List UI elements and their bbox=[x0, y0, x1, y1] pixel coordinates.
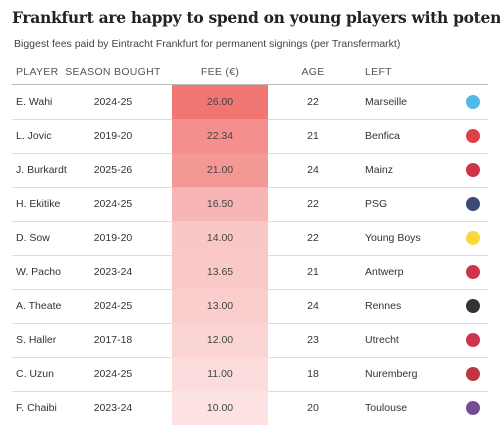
table-cell: Antwerp bbox=[365, 266, 404, 278]
table-cell: 13.00 bbox=[206, 300, 234, 312]
table-cell: 14.00 bbox=[206, 232, 234, 244]
table-cell: 2024-25 bbox=[93, 198, 133, 210]
table-cell: 23 bbox=[307, 334, 319, 346]
club-logo bbox=[466, 333, 480, 347]
table-cell: 2017-18 bbox=[93, 334, 133, 346]
table-cell: 20 bbox=[307, 402, 319, 414]
subtitle: Biggest fees paid by Eintracht Frankfurt… bbox=[14, 38, 401, 50]
column-header: PLAYER bbox=[16, 66, 59, 78]
column-header: LEFT bbox=[365, 66, 392, 78]
fee-cell bbox=[172, 357, 268, 391]
table-cell: J. Burkardt bbox=[16, 164, 67, 176]
table-cell: Mainz bbox=[365, 164, 394, 176]
table-cell: Toulouse bbox=[365, 402, 408, 414]
column-header: FEE (€) bbox=[200, 66, 240, 78]
club-logo bbox=[466, 95, 480, 109]
table-cell: D. Sow bbox=[16, 232, 50, 244]
table-cell: 2023-24 bbox=[93, 266, 133, 278]
fee-cell bbox=[172, 187, 268, 221]
table-cell: Nuremberg bbox=[365, 368, 418, 380]
table-cell: 21 bbox=[307, 266, 319, 278]
club-logo bbox=[466, 401, 480, 415]
club-logo bbox=[466, 163, 480, 177]
table-cell: 22.34 bbox=[206, 130, 234, 142]
table-cell: 10.00 bbox=[206, 402, 234, 414]
title: Frankfurt are happy to spend on young pl… bbox=[12, 8, 500, 27]
header-rule bbox=[12, 84, 488, 85]
club-logo bbox=[466, 367, 480, 381]
table-cell: 21 bbox=[307, 130, 319, 142]
club-logo bbox=[466, 197, 480, 211]
table-cell: PSG bbox=[365, 198, 388, 210]
table-cell: Rennes bbox=[365, 300, 402, 312]
table-cell: 16.50 bbox=[206, 198, 234, 210]
table-cell: 26.00 bbox=[206, 96, 234, 108]
fee-cell bbox=[172, 289, 268, 323]
column-header: SEASON BOUGHT bbox=[65, 66, 161, 78]
fee-cell bbox=[172, 391, 268, 425]
table-cell: F. Chaibi bbox=[16, 402, 57, 414]
table-cell: 22 bbox=[307, 96, 319, 108]
table-cell: Utrecht bbox=[365, 334, 399, 346]
table-cell: H. Ekitike bbox=[16, 198, 61, 210]
table-cell: 18 bbox=[307, 368, 319, 380]
fee-cell bbox=[172, 323, 268, 357]
table-cell: W. Pacho bbox=[16, 266, 61, 278]
table-cell: 22 bbox=[307, 232, 319, 244]
table-cell: Young Boys bbox=[365, 232, 421, 244]
fee-cell bbox=[172, 221, 268, 255]
fee-cell bbox=[172, 153, 268, 187]
table-cell: 13.65 bbox=[206, 266, 234, 278]
table-cell: 24 bbox=[307, 164, 319, 176]
table-cell: E. Wahi bbox=[16, 96, 53, 108]
table-cell: 2024-25 bbox=[93, 300, 133, 312]
table-cell: 24 bbox=[307, 300, 319, 312]
table-cell: 12.00 bbox=[206, 334, 234, 346]
table-cell: 22 bbox=[307, 198, 319, 210]
table-cell: 2025-26 bbox=[93, 164, 133, 176]
club-logo bbox=[466, 129, 480, 143]
table-cell: A. Theate bbox=[16, 300, 62, 312]
table-cell: C. Uzun bbox=[16, 368, 54, 380]
club-logo bbox=[466, 231, 480, 245]
table-cell: Benfica bbox=[365, 130, 401, 142]
fee-cell bbox=[172, 255, 268, 289]
club-logo bbox=[466, 299, 480, 313]
table-cell: S. Haller bbox=[16, 334, 57, 346]
table-cell: 2024-25 bbox=[93, 96, 133, 108]
table-cell: 2023-24 bbox=[93, 402, 133, 414]
column-header: AGE bbox=[301, 66, 325, 78]
table-cell: 2019-20 bbox=[93, 130, 133, 142]
fee-cell bbox=[172, 85, 268, 119]
club-logo bbox=[466, 265, 480, 279]
table-cell: 2019-20 bbox=[93, 232, 133, 244]
table-cell: 11.00 bbox=[207, 368, 233, 380]
table-cell: Marseille bbox=[365, 96, 408, 108]
table-cell: L. Jovic bbox=[16, 130, 52, 142]
fee-cell bbox=[172, 119, 268, 153]
table-cell: 21.00 bbox=[206, 164, 234, 176]
table-cell: 2024-25 bbox=[93, 368, 133, 380]
